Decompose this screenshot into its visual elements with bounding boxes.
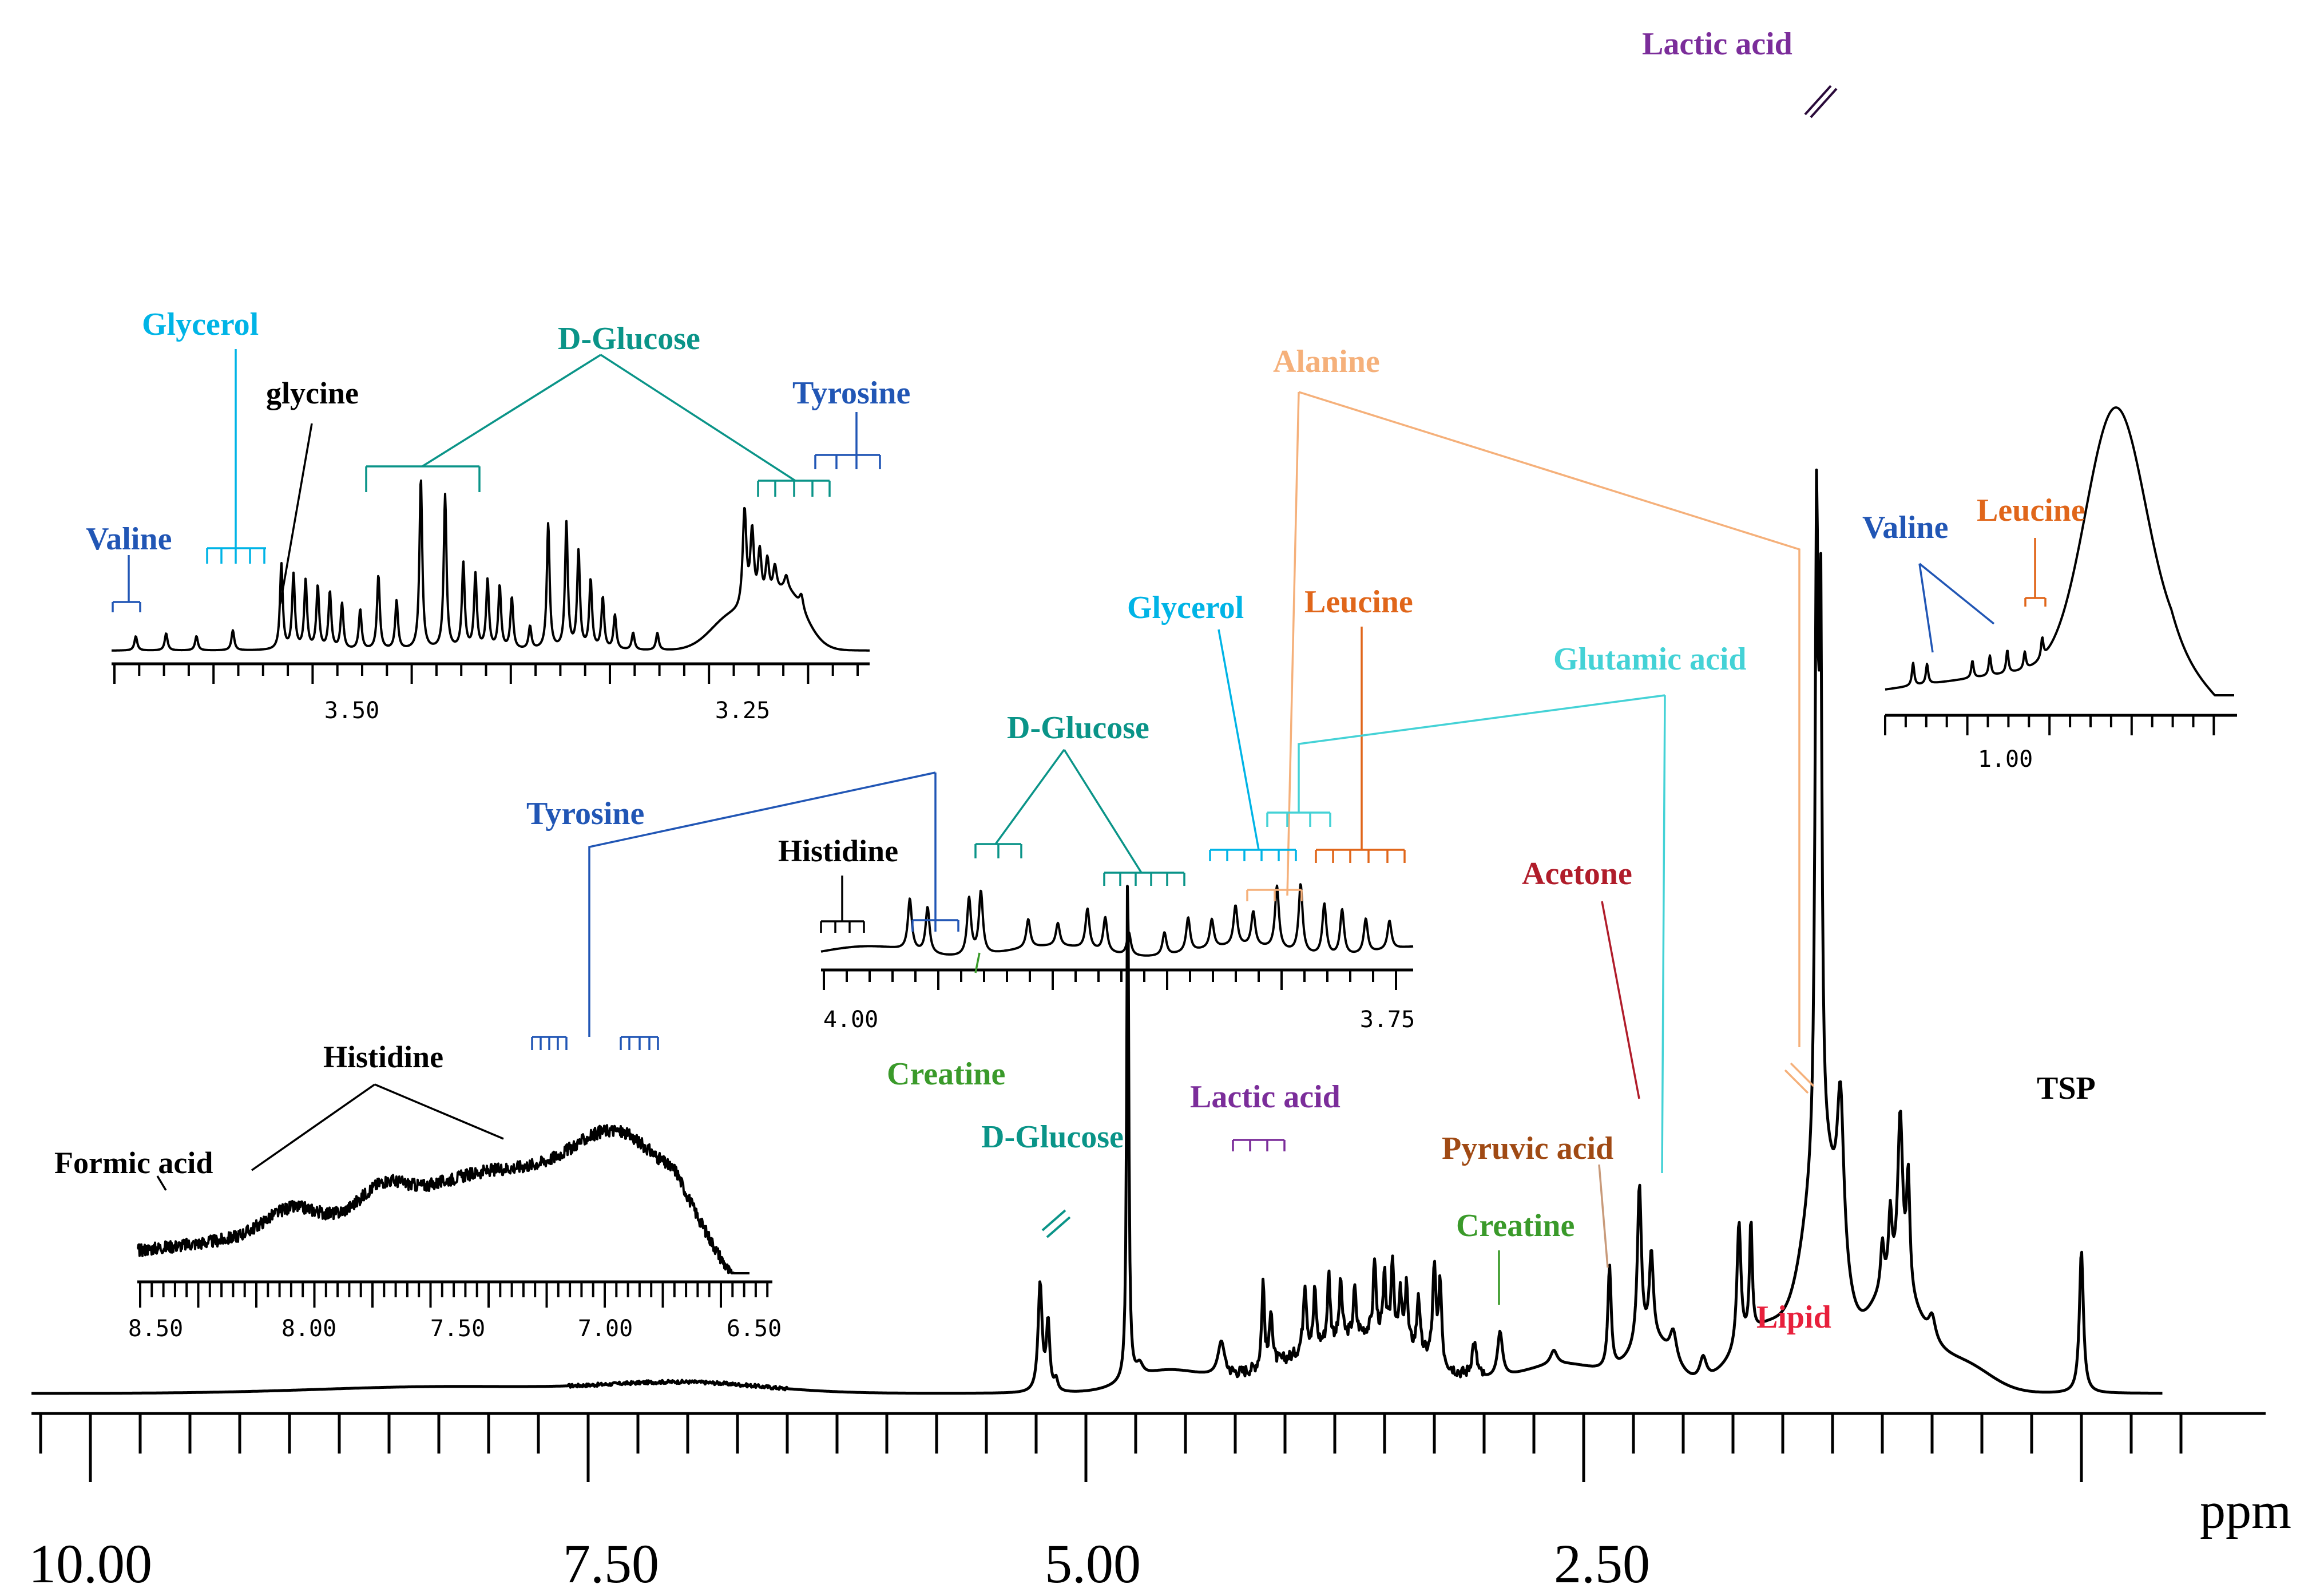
inset-aromatic-tick-8-0: 8.00 [281,1316,336,1342]
inset-aromatic-tick-6-5: 6.50 [727,1316,782,1342]
inset-aromatic-tick-7-0: 7.00 [578,1316,633,1342]
inset-sugar-low-tick-3-75: 3.75 [1360,1007,1415,1033]
inset-sugar-high-tick-3-25: 3.25 [715,698,770,724]
main-x-axis: 10.00 7.50 5.00 2.50 ppm [29,1412,2291,1588]
inset-aliphatic-ticks [1884,715,2215,735]
inset-aliphatic-trace [1885,406,2235,696]
alanine-break-mark [1790,1062,1815,1087]
valine-doublet [112,601,141,612]
label-glutamic-acid: Glutamic acid [1553,641,1747,677]
tick-label-7-5: 7.50 [563,1533,659,1588]
inset-sugar-high-ticks [113,664,859,684]
formic-leader [156,1175,167,1191]
label-glycine: glycine [266,376,359,410]
label-glycerol-1: Glycerol [142,307,259,342]
label-tyrosine-2: Tyrosine [526,796,644,831]
inset-aliphatic-tick-1-0: 1.00 [1978,746,2033,773]
inset-sugar-low: 4.00 3.75 [820,883,1415,1033]
glutamic-multiplet [1266,811,1331,827]
label-acetone: Acetone [1522,856,1632,892]
inset-sugar-high-tick-3-5: 3.50 [324,698,379,724]
label-valine-1: Valine [86,521,172,557]
alanine-break-mark [1784,1069,1809,1094]
label-valine-2: Valine [1862,510,1948,545]
label-glycerol-2: Glycerol [1127,590,1244,625]
inset-sugar-high-trace [111,479,870,652]
inset-aromatic: 8.50 8.00 7.50 7.00 6.50 [128,1124,782,1342]
histidine-c-multiplet [820,920,865,933]
inset-aromatic-tick-8-5: 8.50 [128,1316,183,1342]
glycerol-c-multiplet [1209,849,1297,861]
inset-aromatic-trace [137,1124,750,1274]
leucine-d-doublet [2024,597,2047,607]
label-lactic-acid-mid: Lactic acid [1190,1079,1341,1115]
label-histidine-2: Histidine [323,1040,443,1074]
label-tsp: TSP [2037,1071,2096,1106]
inset-aromatic-tick-7-5: 7.50 [430,1316,485,1342]
alanine-doublet [1246,889,1303,901]
tyrosine-leader-2 [588,771,937,1037]
lactic-break-mark [1810,88,1838,118]
inset-sugar-low-trace [820,883,1414,957]
x-axis-label: ppm [2200,1483,2291,1539]
inset-sugar-low-ticks [823,970,1397,990]
dglucose-c-leader [994,749,1143,873]
peak-labels: Lactic acid Glycerol glycine D-Glucose T… [54,26,2096,1335]
label-alanine: Alanine [1273,344,1380,379]
dglucose-c-multiplet-2 [1103,872,1185,886]
label-d-glucose-3: D-Glucose [981,1119,1124,1155]
glycerol-c-leader [1217,629,1260,850]
dglucose-leader [422,354,796,482]
pyruvic-leader [1598,1164,1609,1268]
lactic-break-mark [1804,85,1832,116]
label-pyruvic-acid: Pyruvic acid [1442,1131,1613,1166]
label-creatine-1: Creatine [887,1056,1005,1092]
dglucose-break-mark [1046,1216,1071,1238]
tyrosine-a-multiplet [531,1036,659,1050]
annotation-lines [112,85,2047,1305]
glycerol-multiplet [206,547,266,564]
dglucose-multiplet-1 [365,465,481,492]
histidine-a-leader [251,1083,504,1171]
main-spectrum-trace [31,468,2163,1395]
lactic-quartet [1232,1139,1286,1151]
inset-aromatic-ticks [139,1282,769,1308]
dglucose-c-multiplet-1 [974,843,1022,858]
tick-label-5: 5.00 [1045,1533,1141,1588]
valine-d-leader [1918,563,1995,653]
tyrosine-multiplet [814,454,881,469]
tick-label-10: 10.00 [29,1533,152,1588]
glycine-leader [279,423,313,604]
inset-aliphatic: 1.00 [1884,406,2237,773]
inset-sugar-high: 3.50 3.25 [111,479,870,724]
dglucose-break-mark [1041,1209,1066,1231]
leucine-c-multiplet [1315,849,1406,863]
label-leucine-2: Leucine [1304,584,1413,620]
tyrosine-c-multiplet [911,919,959,932]
main-tick-marks [39,1413,2183,1482]
acetone-leader [1601,901,1640,1099]
label-creatine-2: Creatine [1456,1208,1575,1244]
label-d-glucose-1: D-Glucose [558,321,700,357]
label-lipid: Lipid [1756,1300,1831,1335]
creatine-c-leader [974,952,981,973]
label-formic-acid: Formic acid [54,1146,213,1180]
inset-sugar-low-tick-4-0: 4.00 [823,1007,878,1033]
dglucose-multiplet-2 [757,480,831,497]
label-lactic-acid-top: Lactic acid [1642,26,1792,62]
alanine-leader [1286,391,1800,1047]
label-leucine-1: Leucine [1977,493,2085,528]
glutamic-leader [1298,694,1666,1174]
tick-label-2-5: 2.50 [1554,1533,1650,1588]
label-d-glucose-2: D-Glucose [1007,710,1149,746]
label-tyrosine-1: Tyrosine [792,375,910,411]
label-histidine-1: Histidine [778,834,898,868]
